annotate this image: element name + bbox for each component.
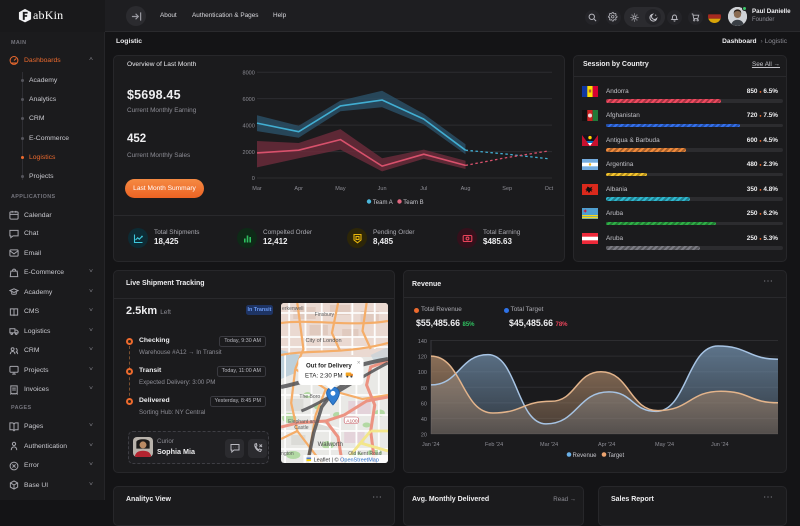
svg-text:Sep: Sep xyxy=(502,186,512,192)
svg-text:ngton: ngton xyxy=(281,451,294,457)
svg-text:100: 100 xyxy=(418,370,427,376)
svg-text:Revenue: Revenue xyxy=(573,453,598,459)
svg-text:May: May xyxy=(335,186,346,192)
svg-text:The Boro: The Boro xyxy=(299,394,320,400)
svg-text:Jan '24: Jan '24 xyxy=(422,442,440,448)
svg-text:Mar '24: Mar '24 xyxy=(540,442,558,448)
svg-text:Castle: Castle xyxy=(294,425,309,431)
svg-text:Team B: Team B xyxy=(403,200,423,206)
svg-text:City of London: City of London xyxy=(305,338,341,344)
svg-text:60: 60 xyxy=(421,401,427,407)
svg-text:Jul: Jul xyxy=(420,186,427,192)
svg-text:6000: 6000 xyxy=(243,97,255,103)
svg-text:Finsbury: Finsbury xyxy=(315,312,335,318)
svg-text:Aug: Aug xyxy=(461,186,471,192)
svg-text:80: 80 xyxy=(421,386,427,392)
svg-text:140: 140 xyxy=(418,339,427,345)
svg-text:Jun '24: Jun '24 xyxy=(711,442,729,448)
svg-text:×: × xyxy=(357,361,361,367)
svg-text:Walworth: Walworth xyxy=(318,442,343,448)
svg-text:4000: 4000 xyxy=(243,123,255,129)
svg-text:20: 20 xyxy=(421,433,427,439)
svg-text:Feb '24: Feb '24 xyxy=(485,442,503,448)
svg-text:Mar: Mar xyxy=(252,186,262,192)
svg-text:Out for Delivery: Out for Delivery xyxy=(306,364,352,370)
svg-text:A100: A100 xyxy=(346,418,358,424)
svg-text:Apr '24: Apr '24 xyxy=(598,442,615,448)
svg-text:120: 120 xyxy=(418,355,427,361)
svg-text:May '24: May '24 xyxy=(655,442,674,448)
svg-text:Oct: Oct xyxy=(545,186,554,192)
svg-text:Jun: Jun xyxy=(378,186,387,192)
svg-text:Old Kent Road: Old Kent Road xyxy=(348,451,382,457)
svg-text:2000: 2000 xyxy=(243,150,255,156)
svg-text:ETA: 2:30 PM: ETA: 2:30 PM xyxy=(305,374,343,380)
svg-text:erkenwell: erkenwell xyxy=(282,306,303,312)
svg-text:40: 40 xyxy=(421,417,427,423)
svg-text:Elephant and: Elephant and xyxy=(288,419,318,425)
svg-text:Team A: Team A xyxy=(373,200,393,206)
svg-text:0: 0 xyxy=(252,176,255,182)
svg-text:8000: 8000 xyxy=(243,70,255,76)
svg-text:Leaflet | © OpenStreetMap: Leaflet | © OpenStreetMap xyxy=(314,456,379,463)
svg-text:Target: Target xyxy=(608,453,625,459)
svg-text:Apr: Apr xyxy=(294,186,303,192)
